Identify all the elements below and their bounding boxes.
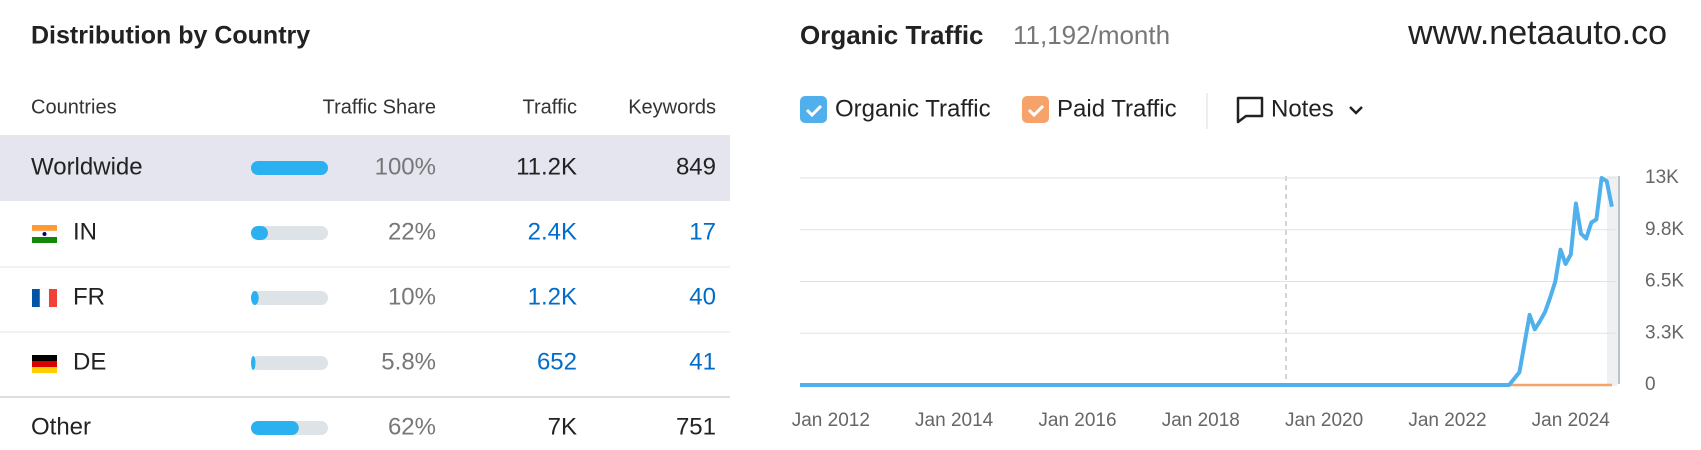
column-header: Traffic Share bbox=[323, 96, 436, 118]
y-tick-label: 9.8K bbox=[1645, 219, 1684, 240]
x-tick-label: Jan 2016 bbox=[1038, 410, 1116, 431]
traffic-value[interactable]: 2.4K bbox=[528, 218, 577, 245]
flag-de bbox=[32, 355, 57, 373]
keywords-value[interactable]: 17 bbox=[689, 218, 716, 245]
legend-check bbox=[1027, 104, 1045, 118]
column-header: Traffic bbox=[523, 96, 577, 118]
series-line bbox=[800, 176, 1614, 387]
keywords-value: 751 bbox=[676, 413, 716, 440]
x-tick-label: Jan 2020 bbox=[1285, 410, 1363, 431]
country-name: FR bbox=[73, 283, 105, 310]
country-name: IN bbox=[73, 218, 97, 245]
notes-icon[interactable] bbox=[1236, 96, 1363, 124]
y-tick-label: 3.3K bbox=[1645, 322, 1684, 343]
share-bar bbox=[251, 161, 328, 175]
x-tick-label: Jan 2018 bbox=[1162, 410, 1240, 431]
traffic-value: 7K bbox=[548, 413, 577, 440]
share-bar bbox=[251, 421, 299, 435]
share-label: 5.8% bbox=[381, 348, 436, 375]
x-tick-label: Jan 2024 bbox=[1532, 410, 1611, 431]
x-tick-label: Jan 2012 bbox=[792, 410, 870, 431]
traffic-value[interactable]: 1.2K bbox=[528, 283, 577, 310]
country-name: DE bbox=[73, 348, 106, 375]
share-track bbox=[251, 226, 328, 240]
share-label: 62% bbox=[388, 413, 436, 440]
traffic-value[interactable]: 652 bbox=[537, 348, 577, 375]
share-label: 100% bbox=[375, 153, 436, 180]
notes-button[interactable]: Notes bbox=[1271, 95, 1334, 122]
keywords-value[interactable]: 40 bbox=[689, 283, 716, 310]
website: www.netaauto.co bbox=[1407, 14, 1667, 52]
keywords-value: 849 bbox=[676, 153, 716, 180]
share-label: 22% bbox=[388, 218, 436, 245]
share-track bbox=[251, 291, 328, 305]
country-name: Worldwide bbox=[31, 153, 143, 180]
share-track bbox=[251, 356, 328, 370]
y-tick-label: 13K bbox=[1645, 167, 1679, 188]
y-tick-label: 0 bbox=[1645, 374, 1656, 395]
x-tick-label: Jan 2014 bbox=[915, 410, 994, 431]
country-name: Other bbox=[31, 413, 91, 440]
share-bar bbox=[251, 291, 259, 305]
x-tick-label: Jan 2022 bbox=[1408, 410, 1486, 431]
legend-label[interactable]: Organic Traffic bbox=[835, 95, 991, 122]
column-header: Countries bbox=[31, 96, 117, 118]
legend-checkbox[interactable] bbox=[1022, 96, 1049, 123]
chart-subtitle: 11,192/month bbox=[1013, 20, 1170, 50]
share-label: 10% bbox=[388, 283, 436, 310]
flag-in bbox=[31, 225, 58, 243]
traffic-value: 11.2K bbox=[516, 153, 577, 180]
keywords-value[interactable]: 41 bbox=[689, 348, 716, 375]
flag-fr bbox=[32, 288, 57, 308]
incomplete-period bbox=[1607, 176, 1619, 384]
share-bar bbox=[251, 356, 256, 370]
chart-title: Organic Traffic bbox=[800, 20, 984, 50]
y-tick-label: 6.5K bbox=[1645, 271, 1684, 292]
legend-checkbox[interactable] bbox=[800, 96, 827, 123]
legend-check bbox=[805, 104, 823, 118]
column-header: Keywords bbox=[628, 96, 716, 118]
legend-label[interactable]: Paid Traffic bbox=[1057, 95, 1177, 122]
table-title: Distribution by Country bbox=[31, 22, 310, 50]
highlight-row bbox=[0, 137, 730, 201]
share-bar bbox=[251, 226, 268, 240]
